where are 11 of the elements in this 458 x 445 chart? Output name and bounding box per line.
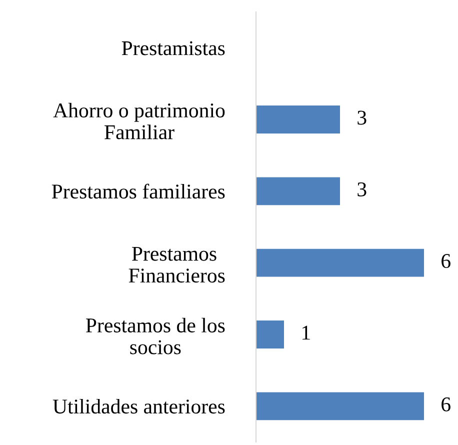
y-tick-label: Ahorro o patrimonio Familiar [53,102,225,140]
data-label: 1 [302,326,310,340]
y-tick-label: Utilidades anteriores [52,398,225,414]
y-tick-label: Prestamos Financieros [128,246,225,283]
data-label: 3 [358,110,366,125]
data-label: 3 [358,182,366,196]
data-label: 6 [442,254,450,268]
y-tick-label: Prestamos de los socios [86,318,225,354]
data-label: 6 [442,397,450,412]
y-tick-label: Prestamos familiares [52,184,225,199]
y-tick-label: Prestamistas [122,41,225,56]
